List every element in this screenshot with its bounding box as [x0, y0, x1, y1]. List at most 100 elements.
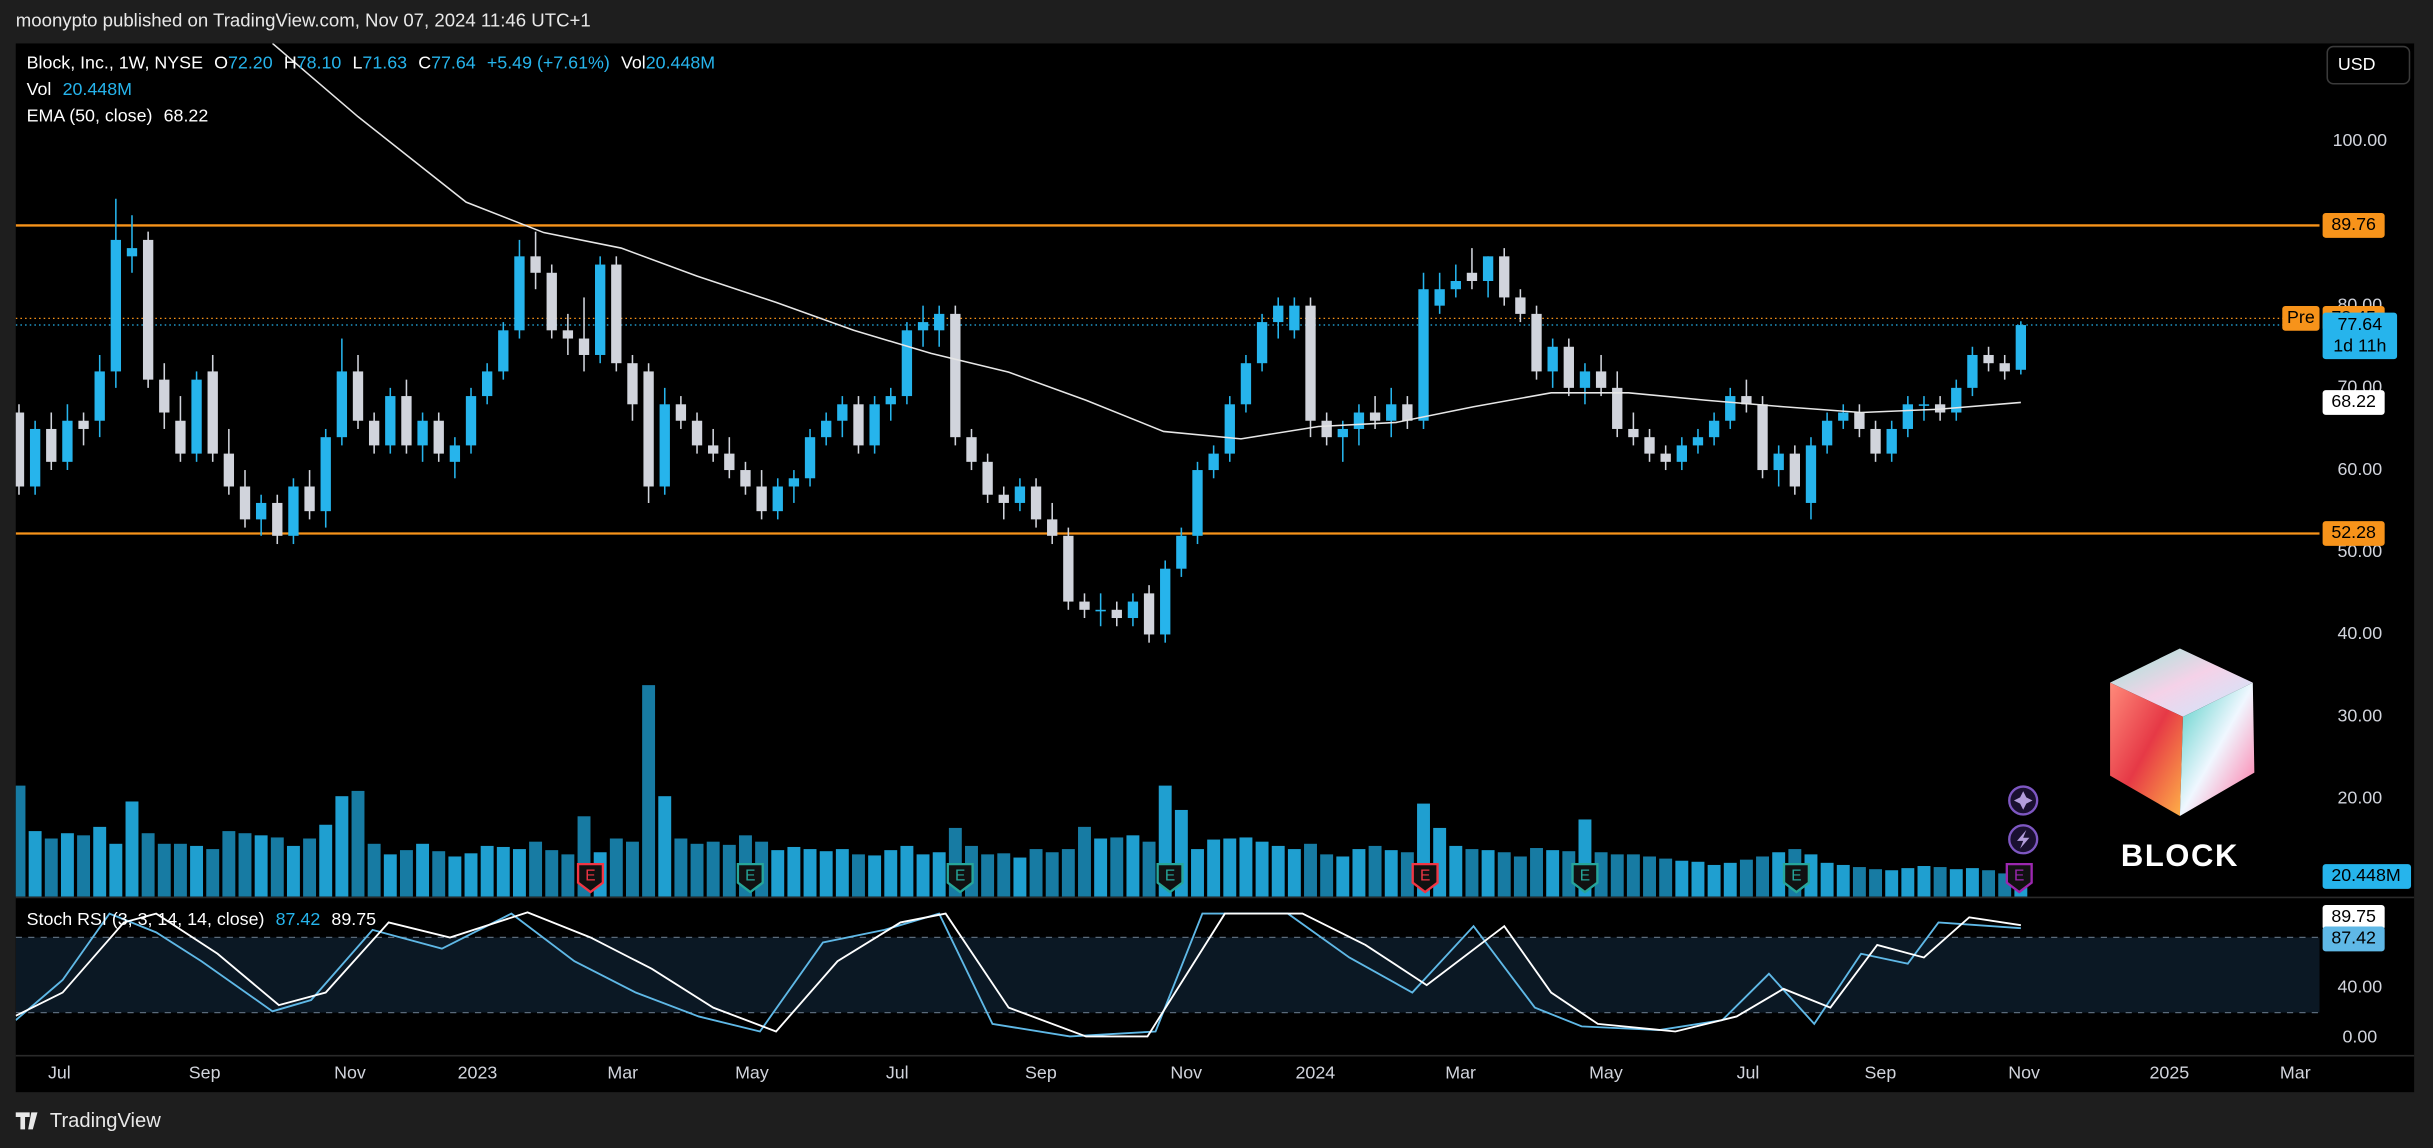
volume-bar — [1400, 852, 1414, 897]
candle-body — [401, 396, 412, 446]
pre-key-bg — [2282, 305, 2320, 331]
volume-bar — [1885, 870, 1899, 897]
volume-bar — [1110, 837, 1124, 897]
volume-bar — [722, 844, 736, 897]
volume-bar — [1320, 854, 1334, 897]
earnings-marker — [2005, 862, 2033, 894]
volume-bar — [1562, 851, 1576, 897]
candle-body — [46, 428, 57, 462]
volume-bar — [1142, 841, 1156, 897]
volume-bar — [1772, 852, 1786, 897]
volume-bar — [852, 854, 865, 897]
volume-bar — [93, 826, 107, 897]
volume-bar — [496, 846, 510, 897]
volume-bar — [1352, 849, 1366, 897]
earnings-label: E — [1791, 868, 1801, 885]
legend-key: O — [214, 52, 228, 72]
volume-bar — [1707, 864, 1721, 897]
volume-bar — [690, 843, 704, 897]
candle-body — [950, 313, 961, 438]
volume-bar — [916, 854, 930, 897]
candle-body — [320, 437, 331, 512]
legend-key: L — [352, 52, 362, 72]
volume-bar — [1078, 826, 1091, 897]
volume-bar — [448, 856, 462, 897]
legend-value: 78.10 — [297, 52, 342, 72]
candle-body — [1337, 428, 1348, 438]
stoch-pane — [15, 911, 2320, 1038]
volume-bar — [835, 849, 849, 897]
x-tick-label: 2023 — [458, 1062, 498, 1082]
volume-bar — [1917, 866, 1931, 897]
x-tick-label: Mar — [2280, 1062, 2311, 1082]
volume-bar — [1304, 843, 1317, 897]
candle-body — [1951, 387, 1962, 413]
volume-bar — [1384, 850, 1398, 897]
candle-body — [336, 371, 348, 438]
candle-body — [62, 420, 73, 462]
volume-bar — [254, 835, 268, 897]
candle-body — [1079, 601, 1090, 610]
volume-bar — [190, 845, 204, 897]
candle-body — [239, 486, 251, 520]
cube-right — [2179, 682, 2255, 817]
legend-value: 68.22 — [164, 105, 209, 125]
candle-body — [1305, 305, 1316, 421]
candle-body — [255, 502, 267, 520]
candle-body — [821, 420, 832, 438]
countdown: 1d 11h — [2333, 335, 2386, 355]
candle-body — [772, 486, 783, 512]
candle-body — [1692, 437, 1704, 446]
volume-bar — [658, 796, 672, 897]
candle-body — [724, 453, 735, 471]
volume-bar — [222, 831, 236, 897]
candle-body — [368, 420, 380, 446]
candle-body — [1854, 412, 1865, 429]
volume-bar — [1852, 867, 1866, 897]
last-tag-bg — [2322, 312, 2398, 360]
symbol: Block, Inc., 1W, NYSE — [27, 52, 203, 72]
earnings-marker — [1156, 862, 1184, 894]
volume-bar — [1497, 852, 1511, 897]
candle-body — [1289, 305, 1300, 331]
volume-bar — [545, 850, 559, 897]
volume-bar — [319, 824, 333, 897]
volume-tag: 20.448M — [2331, 865, 2400, 885]
candle-body — [1482, 256, 1494, 281]
candle-body — [659, 404, 670, 487]
candle-body — [15, 412, 25, 487]
stoch-k-tag: 87.42 — [2331, 928, 2376, 948]
candle-body — [481, 371, 493, 397]
volume-bar — [1013, 857, 1027, 897]
candle-body — [159, 379, 170, 413]
volume-bar — [1029, 849, 1043, 897]
volume-bar — [270, 837, 284, 897]
candle-body — [1918, 404, 1930, 406]
currency: USD — [2338, 54, 2376, 74]
candle-body — [1531, 313, 1542, 372]
volume-bar — [303, 838, 317, 897]
volume-bar — [1223, 838, 1237, 897]
earnings-label: E — [955, 868, 965, 885]
legend-value: 72.20 — [228, 52, 273, 72]
x-tick-label: May — [735, 1062, 769, 1082]
candle-body — [1095, 609, 1106, 612]
volume-bar — [1433, 827, 1447, 897]
currency-button[interactable] — [2326, 45, 2411, 85]
candle-body — [1111, 609, 1122, 619]
candle-body — [175, 420, 186, 454]
x-tick-label: Nov — [2008, 1062, 2040, 1082]
candle-body — [498, 330, 509, 372]
candle-body — [595, 264, 606, 355]
volume-bar — [1546, 850, 1560, 897]
candle-body — [1418, 289, 1429, 421]
candle-body — [1628, 428, 1639, 438]
logo: BLOCK — [2110, 648, 2255, 873]
candle-body — [1402, 404, 1413, 421]
candle-body — [1192, 470, 1203, 536]
stoch-line — [15, 912, 2021, 1038]
candle-body — [1224, 404, 1235, 454]
candle-body — [1127, 601, 1139, 619]
legend-key: Vol — [27, 79, 52, 99]
